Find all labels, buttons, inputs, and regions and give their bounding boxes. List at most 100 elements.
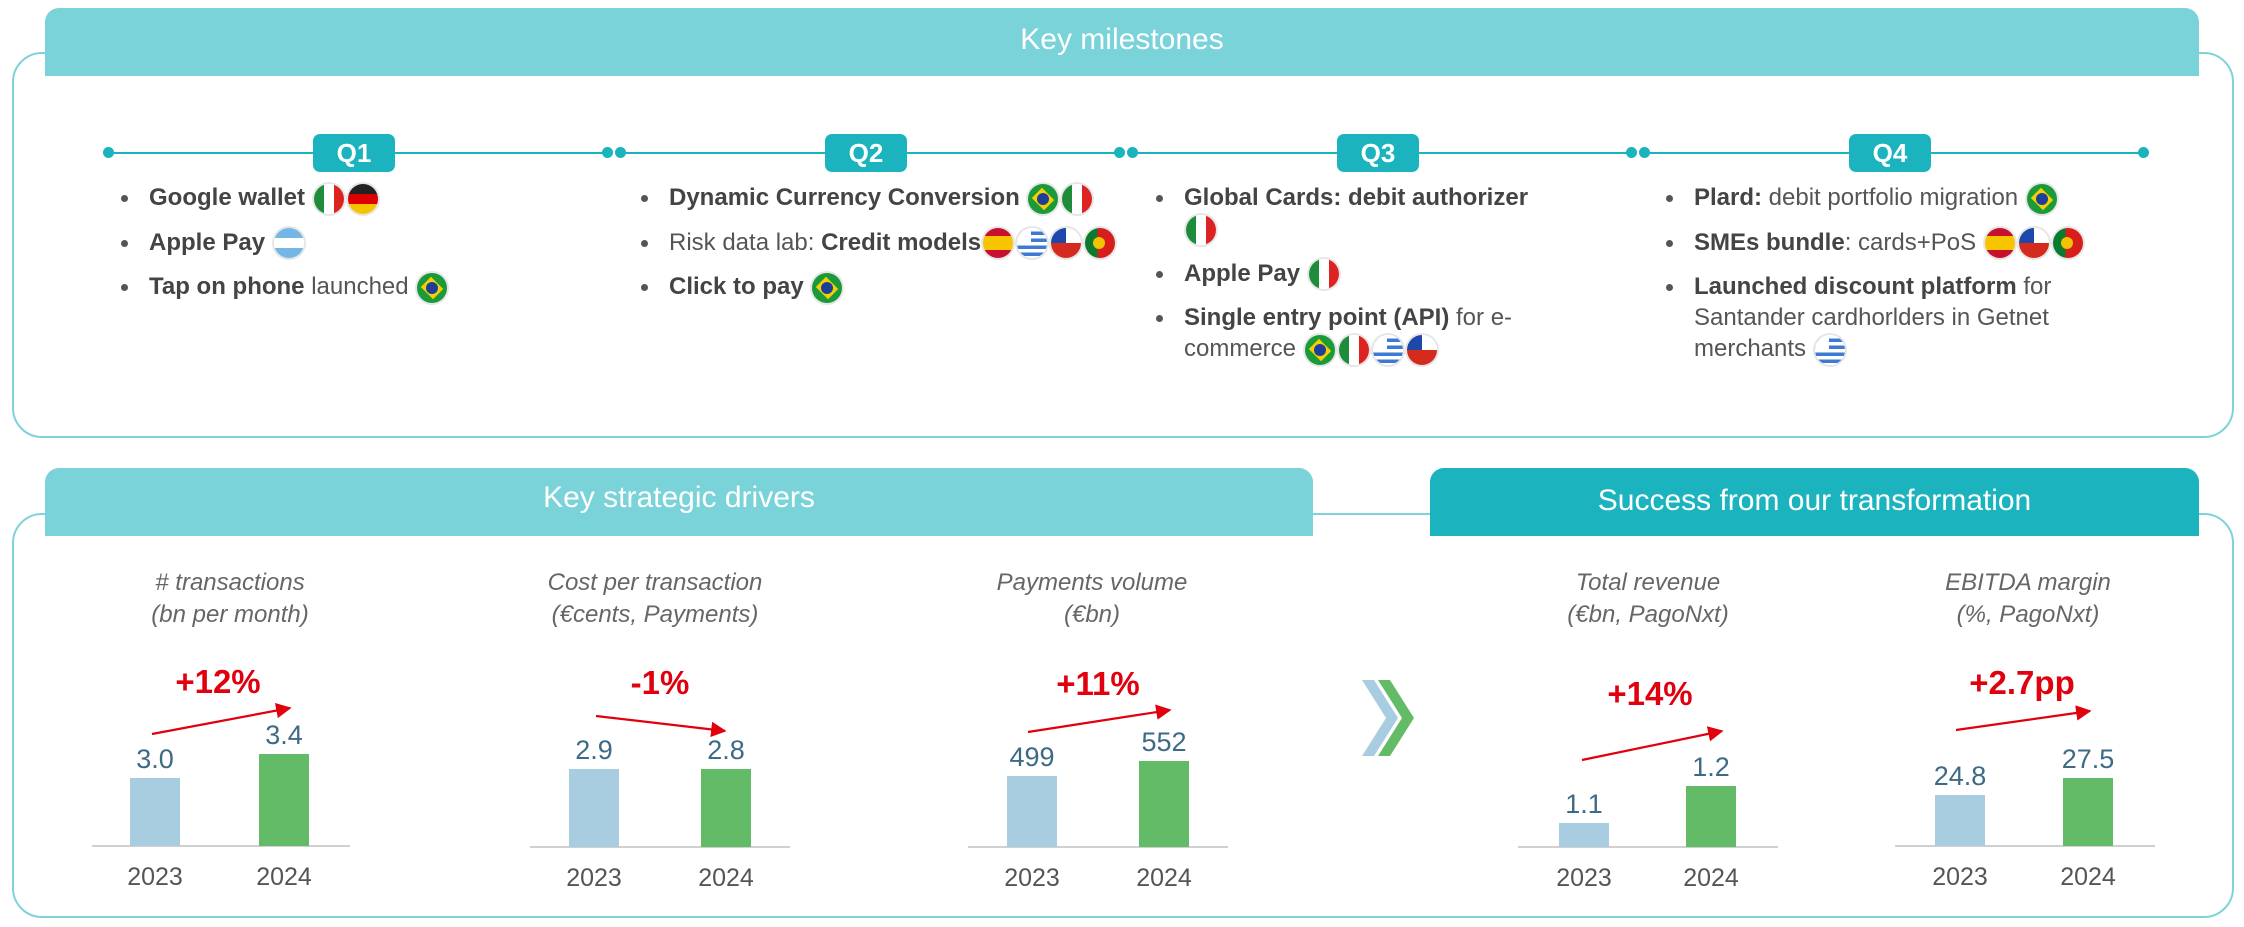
x-tick-label: 2023: [566, 864, 622, 892]
q1-list: Google wallet Apple Pay Tap on phone lau…: [115, 182, 595, 316]
list-item: Risk data lab: Credit models: [635, 227, 1145, 259]
x-tick-label: 2024: [1136, 864, 1192, 892]
timeline-dot: [1114, 147, 1125, 158]
bar-2024: [701, 769, 751, 847]
x-tick-label: 2024: [2060, 863, 2116, 891]
bar-value-label: 499: [1009, 742, 1054, 772]
q1-badge: Q1: [313, 134, 395, 172]
bar-2023: [1559, 823, 1609, 847]
milestones-panel: [12, 52, 2234, 438]
success-title: Success from our transformation: [1597, 484, 2032, 517]
chart-title: EBITDA margin (%, PagoNxt): [1945, 569, 2111, 628]
q3-badge: Q3: [1337, 134, 1419, 172]
growth-arrow: [1581, 726, 1724, 762]
timeline-dot: [1626, 147, 1637, 158]
q4-list: Plard: debit portfolio migration SMEs bu…: [1660, 182, 2100, 378]
timeline-dot: [1127, 147, 1138, 158]
list-item: Apple Pay: [115, 227, 595, 259]
list-item: Google wallet: [115, 182, 595, 214]
brazil-flag-icon: [1028, 183, 1059, 214]
portugal-flag-icon: [2052, 228, 2083, 259]
bar-value-label: 24.8: [1934, 761, 1987, 791]
list-item: SMEs bundle: cards+PoS: [1660, 227, 2100, 259]
list-item: Click to pay: [635, 271, 1145, 303]
argentina-flag-icon: [273, 228, 304, 259]
bar-value-label: 552: [1141, 727, 1186, 757]
bar-2023: [1007, 776, 1057, 847]
list-item: Apple Pay: [1150, 258, 1530, 290]
success-header: Success from our transformation: [1430, 468, 2199, 536]
growth-arrow: [1955, 705, 2092, 732]
q3-timeline: Q3: [1127, 128, 1637, 188]
list-item: Single entry point (API) for e-commerce: [1150, 302, 1530, 365]
germany-flag-icon: [347, 183, 378, 214]
drivers-header: Key strategic drivers: [45, 468, 1313, 536]
mexico-flag-icon: [313, 183, 344, 214]
chart-title: Cost per transaction (€cents, Payments): [547, 569, 763, 628]
bar-2024: [1139, 761, 1189, 847]
growth-label: +11%: [1056, 665, 1140, 702]
list-item: Plard: debit portfolio migration: [1660, 182, 2100, 214]
x-tick-label: 2024: [1683, 864, 1739, 892]
q3-list: Global Cards: debit authorizer Apple Pay…: [1150, 182, 1530, 378]
q2-badge: Q2: [825, 134, 907, 172]
list-item: Launched discount platform for Santander…: [1660, 271, 2100, 365]
bar-2024: [259, 754, 309, 846]
chart-title: # transactions (bn per month): [151, 569, 309, 628]
x-tick-label: 2023: [1556, 864, 1612, 892]
uruguay-flag-icon: [1017, 228, 1048, 259]
list-item: Dynamic Currency Conversion: [635, 182, 1145, 214]
bar-value-label: 3.4: [265, 720, 303, 750]
bar-value-label: 1.2: [1692, 752, 1730, 782]
brazil-flag-icon: [417, 272, 448, 303]
x-tick-label: 2024: [698, 864, 754, 892]
bar-2023: [569, 769, 619, 847]
timeline-dot: [2138, 147, 2149, 158]
milestones-title: Key milestones: [1020, 23, 1224, 56]
header-connector: [1312, 513, 1432, 515]
bar-2023: [130, 778, 180, 846]
growth-label: -1%: [631, 664, 690, 701]
chart-title: Payments volume (€bn): [996, 569, 1188, 628]
mexico-flag-icon: [1308, 259, 1339, 290]
brazil-flag-icon: [2026, 183, 2057, 214]
chart-title: Total revenue (€bn, PagoNxt): [1567, 569, 1729, 628]
spain-flag-icon: [1984, 228, 2015, 259]
chile-flag-icon: [1051, 228, 1082, 259]
mexico-flag-icon: [1062, 183, 1093, 214]
bar-value-label: 3.0: [136, 744, 174, 774]
portugal-flag-icon: [1085, 228, 1116, 259]
bar-2024: [1686, 786, 1736, 847]
x-tick-label: 2023: [1932, 863, 1988, 891]
q4-badge: Q4: [1849, 134, 1931, 172]
growth-label: +2.7pp: [1969, 664, 2074, 701]
q1-timeline: Q1: [103, 128, 613, 188]
drivers-panel: [12, 513, 2234, 918]
bar-2024: [2063, 778, 2113, 846]
timeline-dot: [615, 147, 626, 158]
q2-timeline: Q2: [615, 128, 1125, 188]
milestones-header: Key milestones: [45, 8, 2199, 76]
bar-value-label: 1.1: [1565, 789, 1603, 819]
timeline-dot: [1639, 147, 1650, 158]
mexico-flag-icon: [1338, 334, 1369, 365]
brazil-flag-icon: [812, 272, 843, 303]
bar-value-label: 2.8: [707, 735, 745, 765]
timeline-dot: [602, 147, 613, 158]
growth-arrow: [151, 702, 292, 736]
uruguay-flag-icon: [1372, 334, 1403, 365]
mexico-flag-icon: [1186, 214, 1216, 245]
growth-label: +14%: [1607, 675, 1692, 712]
bar-value-label: 2.9: [575, 735, 613, 765]
x-tick-label: 2023: [127, 863, 183, 891]
growth-arrow: [595, 714, 727, 738]
growth-label: +12%: [175, 663, 260, 700]
q2-list: Dynamic Currency Conversion Risk data la…: [635, 182, 1145, 316]
x-tick-label: 2024: [256, 863, 312, 891]
bar-2023: [1935, 795, 1985, 846]
list-item: Tap on phone launched: [115, 271, 595, 303]
list-item: Global Cards: debit authorizer: [1150, 182, 1530, 245]
spain-flag-icon: [983, 228, 1014, 259]
timeline-dot: [103, 147, 114, 158]
